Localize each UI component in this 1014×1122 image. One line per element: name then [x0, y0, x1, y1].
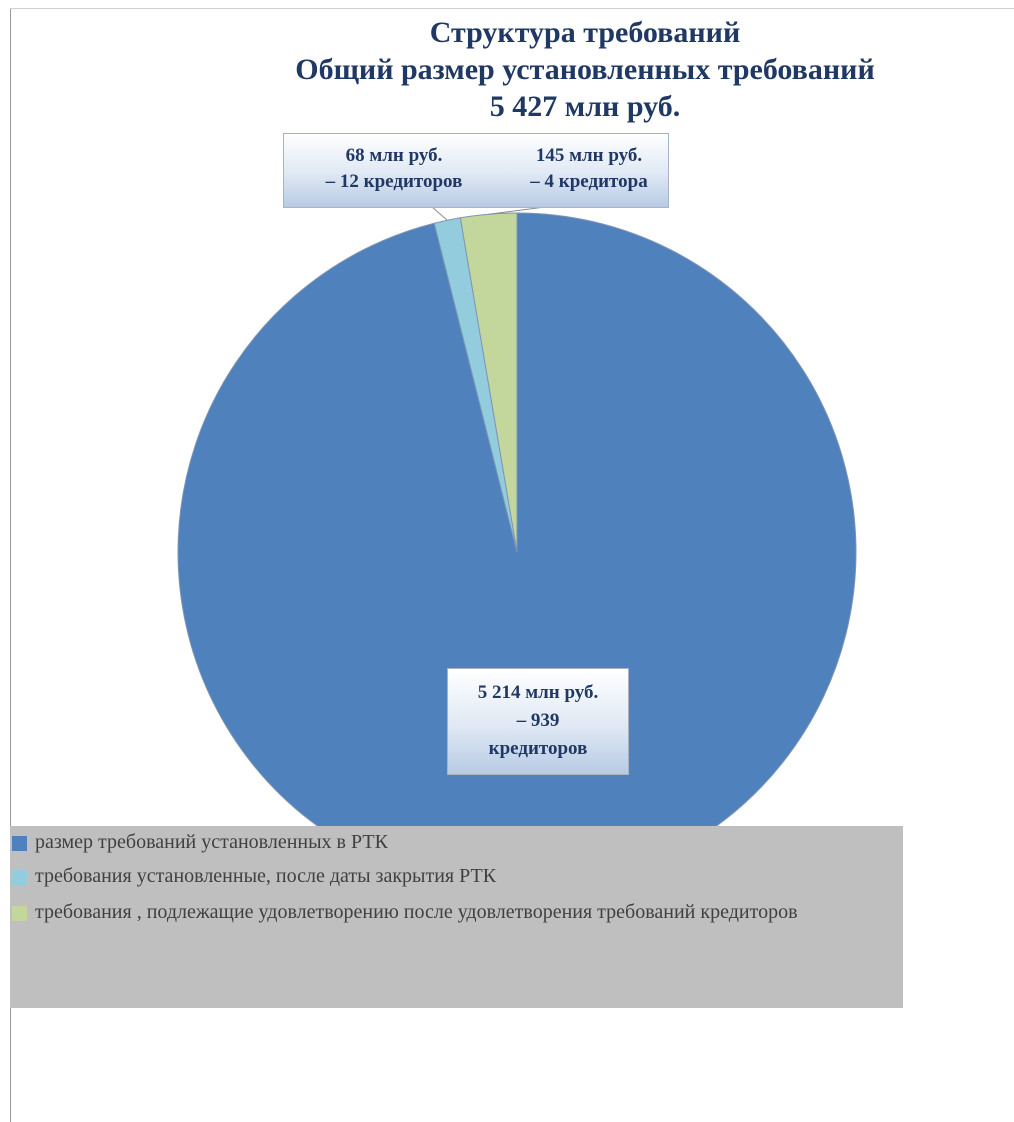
data-label-subordinated: 145 млн руб. – 4 кредитора	[504, 143, 674, 195]
small-slices-data-label: 68 млн руб. – 12 кредиторов 145 млн руб.…	[283, 133, 669, 208]
legend-label-subordinated: требования , подлежащие удовлетворению п…	[35, 901, 798, 923]
data-label-rtk-count: – 939	[516, 710, 560, 731]
chart-title-line-3: 5 427 млн руб.	[489, 90, 681, 123]
data-label-rtk: 5 214 млн руб. – 939 кредиторов	[447, 668, 629, 775]
data-label-subordinated-creditors: – 4 кредитора	[530, 171, 648, 192]
chart-legend: размер требований установленных в РТК тр…	[10, 826, 903, 1008]
data-label-rtk-creditors: кредиторов	[488, 738, 588, 759]
chart-title-line-2: Общий размер установленных требований	[295, 53, 875, 86]
legend-label-after-close: требования установленные, после даты зак…	[35, 865, 497, 887]
chart-title-line-1: Структура требований	[429, 16, 741, 49]
legend-label-rtk: размер требований установленных в РТК	[35, 831, 388, 853]
data-label-rtk-value: 5 214 млн руб.	[477, 682, 599, 703]
leader-line	[488, 206, 546, 215]
leader-line	[431, 206, 448, 221]
legend-swatch-after-close	[12, 870, 27, 885]
legend-swatch-subordinated	[12, 906, 27, 921]
legend-swatch-rtk	[12, 836, 27, 851]
data-label-after-close-value: 68 млн руб.	[345, 145, 443, 166]
data-label-after-close: 68 млн руб. – 12 кредиторов	[284, 143, 504, 195]
chart-title: Структура требований Общий размер устано…	[210, 14, 960, 125]
pie-slice-subordinated	[459, 212, 518, 553]
data-label-after-close-creditors: – 12 кредиторов	[325, 171, 463, 192]
data-label-subordinated-value: 145 млн руб.	[535, 145, 643, 166]
frame-border-top	[10, 8, 1014, 9]
frame-border-left	[10, 8, 11, 1122]
